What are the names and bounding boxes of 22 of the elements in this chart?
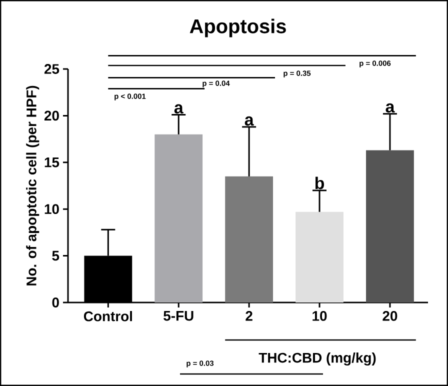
annotation: a [386,103,395,113]
y-tick-label: 15 [44,158,60,168]
x-tick-label: 20 [382,311,398,321]
x-tick-label: Control [84,311,132,322]
y-tick-label: 20 [44,110,59,121]
y-axis-title: No. of apoptotic cell (per HPF) [26,86,40,286]
bar [296,212,344,302]
y-tick-label: 0 [52,298,59,308]
x-tick-label: 10 [312,311,327,321]
bar [154,134,203,302]
x-tick-label: 2 [246,311,252,321]
y-tick-label: 25 [44,64,60,74]
y-tick-label: 10 [44,204,59,214]
chart-title: Apoptosis [190,18,286,38]
x-axis-title: THC:CBD (mg/kg) [258,352,376,366]
annotation: b [315,176,324,190]
y-tick-label: 5 [52,250,60,261]
bar [225,176,274,302]
annotation: a [174,104,184,114]
bar [366,150,414,302]
annotation: a [244,116,254,126]
x-tick-label: 5-FU [164,311,194,321]
